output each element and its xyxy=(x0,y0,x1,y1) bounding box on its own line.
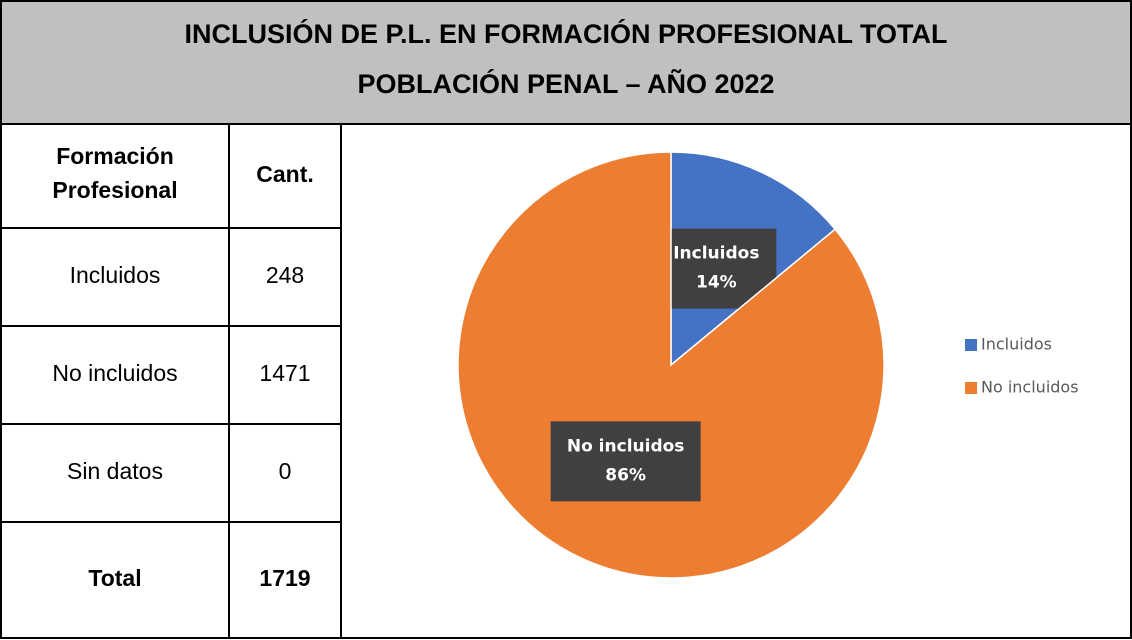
table-cell: 1471 xyxy=(259,360,310,386)
title-line: INCLUSIÓN DE P.L. EN FORMACIÓN PROFESION… xyxy=(184,18,947,49)
table-body: Incluidos 248 No incluidos 1471 Sin datos 0 To… xyxy=(52,262,310,591)
title-band xyxy=(1,1,1131,124)
table-cell: Incluidos xyxy=(70,262,161,288)
table-cell: 248 xyxy=(266,262,304,288)
pie-chart: Incluidos 14% No incluidos 86% Incluidos No i… xyxy=(457,151,1079,579)
table-header: Profesional xyxy=(52,177,177,203)
legend-label: Incluidos xyxy=(981,335,1052,354)
data-label: 14% xyxy=(696,273,737,293)
legend-label: No incluidos xyxy=(981,378,1079,397)
legend-swatch xyxy=(965,382,977,394)
table-cell: 0 xyxy=(279,458,292,484)
table-header: Formación xyxy=(56,143,174,169)
title-line: POBLACIÓN PENAL – AÑO 2022 xyxy=(357,68,774,99)
table-header: Cant. xyxy=(256,161,314,187)
table-cell: Sin datos xyxy=(67,458,163,484)
table-cell: Total xyxy=(88,565,141,591)
data-label: Incluidos xyxy=(673,244,759,264)
table-cell: No incluidos xyxy=(52,360,177,386)
data-label-box xyxy=(550,421,701,502)
table-cell: 1719 xyxy=(259,565,310,591)
data-label: 86% xyxy=(605,465,646,485)
data-label: No incluidos xyxy=(567,436,685,456)
legend-swatch xyxy=(965,339,977,351)
